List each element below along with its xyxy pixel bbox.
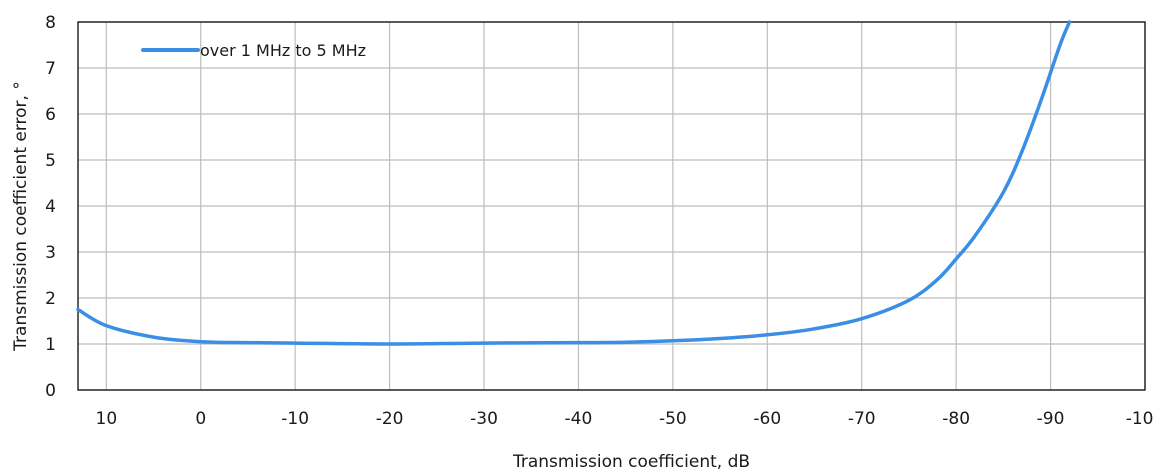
legend: over 1 MHz to 5 MHz xyxy=(141,41,366,60)
x-tick-label: -30 xyxy=(470,409,498,429)
x-tick-label: -10 xyxy=(281,409,309,429)
y-tick-label: 0 xyxy=(45,381,56,401)
y-tick-label: 8 xyxy=(45,13,56,33)
y-tick-label: 2 xyxy=(45,289,56,309)
y-tick-label: 7 xyxy=(45,59,56,79)
x-tick-label: 0 xyxy=(195,409,206,429)
x-tick-label: -100 xyxy=(1126,409,1153,429)
x-tick-label: -80 xyxy=(942,409,970,429)
x-tick-labels: 10 0 -10 -20 -30 -40 -50 -60 -70 -80 -90 -100 xyxy=(96,409,1153,429)
x-tick-label: -60 xyxy=(753,409,781,429)
y-tick-label: 5 xyxy=(45,151,56,171)
series-group xyxy=(76,20,1072,346)
x-tick-label: -70 xyxy=(848,409,876,429)
x-tick-label: 10 xyxy=(96,409,118,429)
y-tick-label: 1 xyxy=(45,335,56,355)
x-tick-label: -40 xyxy=(565,409,593,429)
x-tick-label: -20 xyxy=(376,409,404,429)
x-tick-label: -90 xyxy=(1037,409,1065,429)
x-tick-label: -50 xyxy=(659,409,687,429)
y-tick-label: 3 xyxy=(45,243,56,263)
y-axis-title: Transmission coefficient error, ° xyxy=(11,81,31,352)
series-line-0 xyxy=(76,20,1072,346)
plot-frame xyxy=(77,21,1146,391)
x-axis-title: Transmission coefficient, dB xyxy=(512,452,750,472)
y-tick-label: 4 xyxy=(45,197,56,217)
legend-label: over 1 MHz to 5 MHz xyxy=(200,41,366,60)
y-tick-labels: 0 1 2 3 4 5 6 7 8 xyxy=(45,13,56,401)
y-tick-label: 6 xyxy=(45,105,56,125)
